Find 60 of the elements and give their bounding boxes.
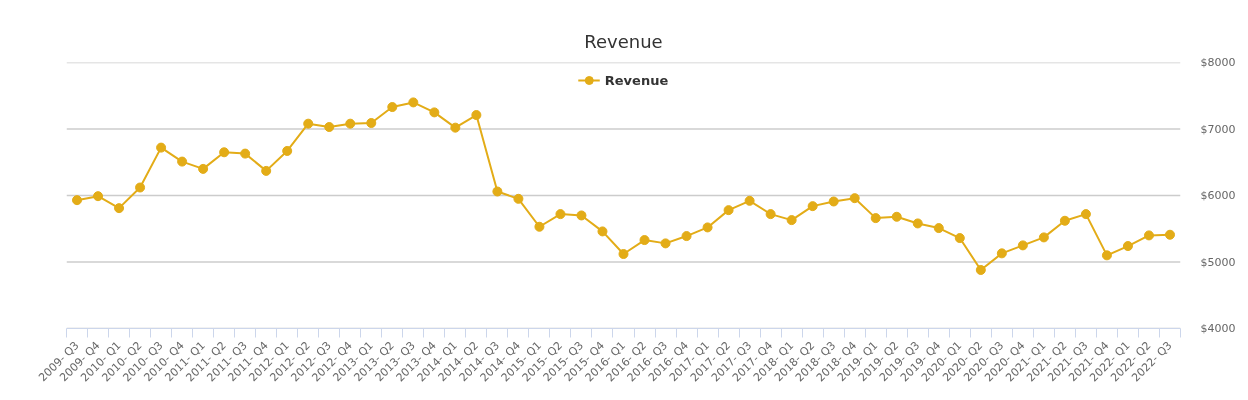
point <box>618 249 629 260</box>
y-tick-label: $6000 <box>1200 189 1236 202</box>
point <box>786 215 797 226</box>
point <box>1059 215 1070 226</box>
point <box>471 110 482 121</box>
point <box>807 201 818 212</box>
point <box>555 209 566 220</box>
point <box>702 222 713 233</box>
point <box>639 235 650 246</box>
point <box>891 211 902 222</box>
point <box>492 186 503 197</box>
point <box>1164 229 1175 240</box>
chart-title: Revenue <box>584 30 663 52</box>
point <box>345 118 356 129</box>
point <box>198 163 209 174</box>
y-tick-label: $4000 <box>1200 322 1236 335</box>
point <box>114 203 125 214</box>
point <box>744 195 755 206</box>
point <box>177 156 188 167</box>
point <box>723 205 734 216</box>
point <box>1143 230 1154 241</box>
point <box>303 118 314 129</box>
point <box>975 264 986 275</box>
point <box>681 231 692 242</box>
point <box>513 193 524 204</box>
point <box>261 165 272 176</box>
point <box>576 210 587 221</box>
point <box>534 221 545 232</box>
point <box>1122 241 1133 252</box>
point <box>324 122 335 132</box>
point <box>912 218 923 229</box>
point <box>870 213 881 224</box>
point <box>828 196 839 207</box>
y-tick-label: $5000 <box>1200 255 1236 269</box>
legend-label: Revenue <box>604 72 669 88</box>
point <box>660 238 671 249</box>
point <box>219 147 230 158</box>
point <box>849 193 860 204</box>
point <box>408 97 419 108</box>
y-tick-label: $7000 <box>1200 122 1236 136</box>
point <box>1080 209 1091 220</box>
point <box>933 223 944 234</box>
point <box>282 145 293 156</box>
point <box>135 182 146 193</box>
point <box>765 209 776 220</box>
point <box>240 148 251 159</box>
point <box>156 142 167 153</box>
point <box>597 226 608 237</box>
point <box>450 122 461 133</box>
point <box>93 191 104 202</box>
point <box>429 107 440 118</box>
y-tick-label: $8000 <box>1200 56 1236 69</box>
point <box>954 233 965 244</box>
point <box>72 195 83 206</box>
point <box>996 248 1007 259</box>
point <box>1101 250 1112 261</box>
point <box>1017 240 1028 251</box>
point <box>1038 232 1049 243</box>
point <box>366 118 377 129</box>
point <box>387 102 398 113</box>
